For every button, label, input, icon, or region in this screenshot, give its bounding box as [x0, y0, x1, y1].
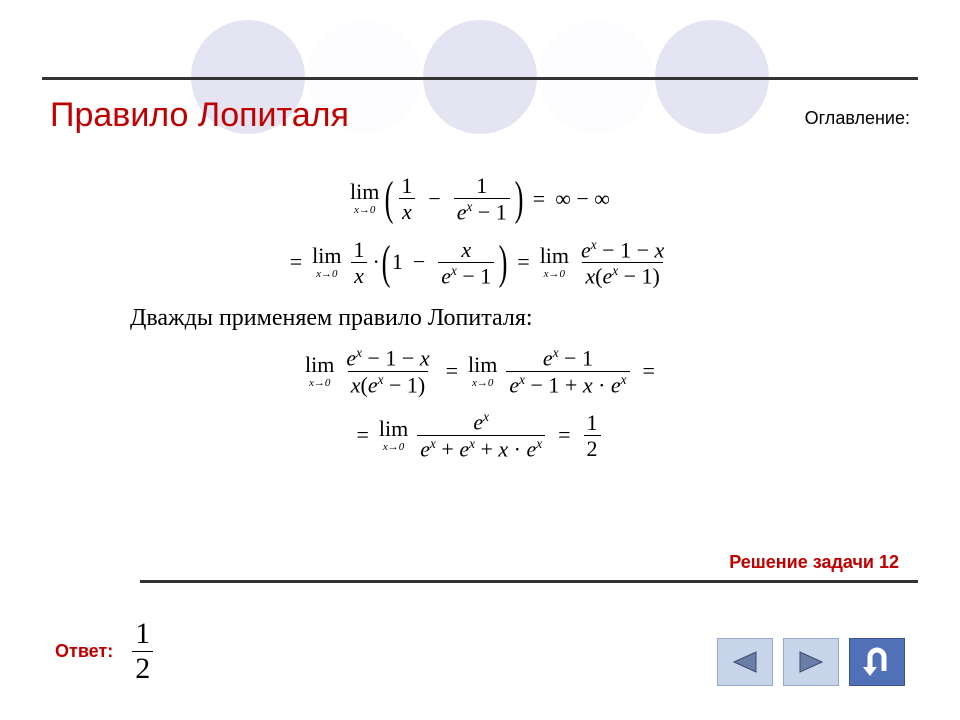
answer-value: 12: [129, 618, 156, 684]
u-turn-icon: [860, 647, 894, 677]
answer-row: Ответ: 12: [55, 618, 156, 684]
top-rule: [42, 77, 918, 80]
content-area: limx→0 ( 1x − 1ex − 1 ) = ∞ − ∞ = limx→0…: [60, 160, 900, 474]
prev-button[interactable]: [717, 638, 773, 686]
return-button[interactable]: [849, 638, 905, 686]
equation-1: limx→0 ( 1x − 1ex − 1 ) = ∞ − ∞: [60, 174, 900, 224]
bottom-rule: [140, 580, 918, 583]
triangle-left-icon: [730, 650, 760, 674]
solution-label: Решение задачи 12: [723, 552, 905, 573]
toc-link[interactable]: Оглавление:: [805, 108, 910, 129]
page-title: Правило Лопиталя: [50, 96, 349, 135]
nav-buttons: [717, 638, 905, 686]
answer-label: Ответ:: [55, 641, 113, 662]
next-button[interactable]: [783, 638, 839, 686]
triangle-right-icon: [796, 650, 826, 674]
equation-3: limx→0 ex − 1 − x x(ex − 1) = limx→0 ex …: [60, 346, 900, 396]
body-text: Дважды применяем правило Лопиталя:: [130, 305, 900, 332]
equation-4: = limx→0 ex ex + ex + x · ex = 12: [60, 410, 900, 460]
equation-2: = limx→0 1x · ( 1− xex − 1 ) = limx→0 ex…: [60, 238, 900, 288]
